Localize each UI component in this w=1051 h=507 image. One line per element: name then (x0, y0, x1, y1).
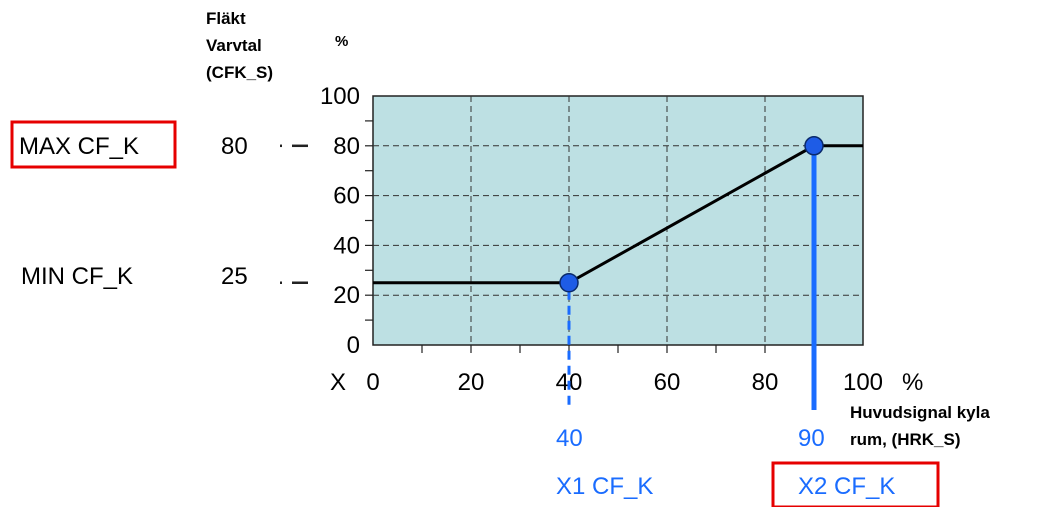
x-tick-label-3: 60 (654, 369, 681, 396)
markers (559, 136, 824, 293)
y-tick-label-5: 100 (320, 83, 360, 110)
x2-label: X2 CF_K (798, 473, 895, 500)
drop-lines (567, 153, 817, 410)
point-marker-0 (559, 273, 579, 293)
y-axis-title-line-2: Varvtal (206, 36, 262, 55)
y-unit-label: % (335, 33, 348, 50)
y-tick-label-2: 40 (333, 232, 360, 259)
x-tick-label-1: 20 (458, 369, 485, 396)
grid (373, 96, 863, 345)
max-value: 80 (221, 133, 248, 160)
leader-lines (280, 144, 308, 284)
point-marker-1 (804, 136, 824, 156)
series-line-0 (373, 144, 863, 285)
max-label: MAX CF_K (19, 133, 139, 160)
x-tick-label-4: 80 (752, 369, 779, 396)
y-tick-label-3: 60 (333, 183, 360, 210)
y-ticks: 0 20 40 60 80 100 (320, 83, 360, 359)
x1-label: X1 CF_K (556, 473, 653, 500)
y-axis-title-line-1: Fläkt (206, 9, 246, 28)
x-axis-title-line-1: Huvudsignal kyla (850, 403, 990, 422)
y-axis-title-line-3: (CFK_S) (206, 63, 273, 82)
y-tick-label-0: 0 (347, 332, 360, 359)
x2-value: 90 (798, 425, 825, 452)
x-unit-label: % (902, 369, 923, 396)
x2-label-highlight-box (771, 461, 940, 507)
min-value: 25 (221, 263, 248, 290)
series-layer (373, 144, 863, 285)
x-tick-label-0: 0 (366, 369, 379, 396)
min-label: MIN CF_K (21, 263, 133, 290)
x-tick-label-5: 100 (843, 369, 883, 396)
x1-value: 40 (556, 425, 583, 452)
y-tick-label-4: 80 (333, 133, 360, 160)
x-axis-title-line-2: rum, (HRK_S) (850, 430, 961, 449)
max-label-highlight-box (10, 120, 177, 169)
x-ticks: 0 20 40 60 80 100 (366, 369, 883, 396)
plot-area (372, 95, 864, 346)
y-tick-label-1: 20 (333, 282, 360, 309)
x-axis-prefix: X (330, 369, 346, 396)
